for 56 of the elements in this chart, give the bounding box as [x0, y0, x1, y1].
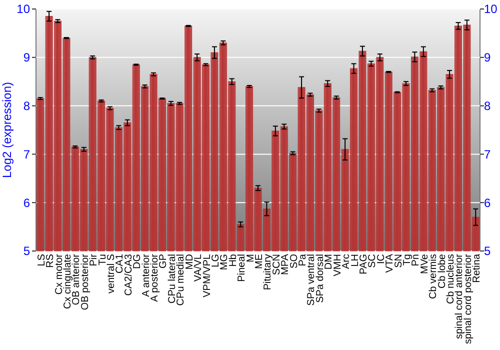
x-tick-label: CPu medial: [176, 254, 187, 306]
x-tick-label: Hb: [228, 254, 239, 267]
x-tick-label: Pineal: [236, 254, 248, 282]
x-tick-label: CA2/CA3: [123, 254, 134, 296]
x-tick-label: LS: [36, 254, 48, 266]
x-tick-label: Pituitary: [262, 254, 274, 290]
x-tick-label: Retina: [472, 254, 483, 283]
y-tick-label: 9: [23, 50, 30, 65]
x-tick-label: Arc: [341, 254, 352, 269]
y-tick-label: 10: [16, 2, 30, 16]
x-tick-label: VMH: [332, 254, 344, 276]
x-tick-label: Cb lobe: [436, 254, 448, 288]
x-tick-label: DG: [132, 254, 144, 269]
y-axis-title: Log2 (expression): [0, 82, 14, 178]
x-tick-label: ME: [254, 254, 265, 269]
x-tick-label: Pir: [88, 253, 100, 266]
x-tick-label: SPa dorsal: [314, 254, 326, 303]
x-tick-label: spinal cord anterior: [454, 253, 466, 340]
x-tick-label: SO: [288, 254, 300, 268]
x-tick-label: DM: [324, 254, 335, 270]
y2-tick-label: 8: [484, 99, 491, 113]
y2-tick-label: 7: [484, 147, 491, 162]
x-tick-label: RS: [45, 254, 56, 268]
x-tick-label: VPM/VPL: [202, 254, 213, 298]
x-tick-label: MVe: [419, 254, 430, 274]
x-tick-label: MPA: [280, 254, 292, 275]
x-tick-label: CA1: [114, 254, 126, 274]
x-tick-label: Pn: [410, 254, 422, 266]
y2-tick-label: 10: [484, 2, 498, 16]
x-tick-label: LH: [350, 254, 361, 267]
x-tick-label: Tu: [97, 254, 108, 266]
x-tick-label: LG: [210, 254, 222, 268]
x-tick-label: spinal cord posterior: [462, 253, 474, 344]
y2-tick-label: 9: [484, 50, 491, 65]
x-tick-label: GP: [158, 254, 170, 268]
x-tick-label: Cx cingulate: [62, 254, 74, 310]
x-tick-label: IC: [376, 254, 387, 264]
x-tick-label: Tg: [402, 254, 413, 266]
x-tick-label: A posterior: [150, 253, 161, 302]
x-tick-label: CPu lateral: [166, 254, 178, 304]
x-tick-label: PAG: [358, 254, 370, 274]
x-tick-label: SC: [367, 254, 378, 268]
y2-tick-label: 6: [484, 196, 491, 210]
y2-tick-label: 5: [484, 244, 491, 258]
x-tick-label: SN: [393, 254, 404, 268]
x-tick-label: M: [245, 254, 256, 262]
x-tick-label: SCN: [271, 254, 282, 276]
y-tick-label: 5: [23, 244, 30, 258]
x-tick-label: OB anterior: [71, 253, 82, 306]
x-tick-label: A anterior: [140, 253, 152, 297]
y-tick-label: 8: [23, 99, 30, 113]
y-tick-label: 7: [23, 147, 30, 162]
y-tick-label: 6: [23, 196, 30, 210]
x-tick-label: ventral S: [106, 254, 117, 294]
x-tick-label: VTA: [384, 254, 396, 273]
x-tick-label: OB posterior: [80, 253, 91, 310]
